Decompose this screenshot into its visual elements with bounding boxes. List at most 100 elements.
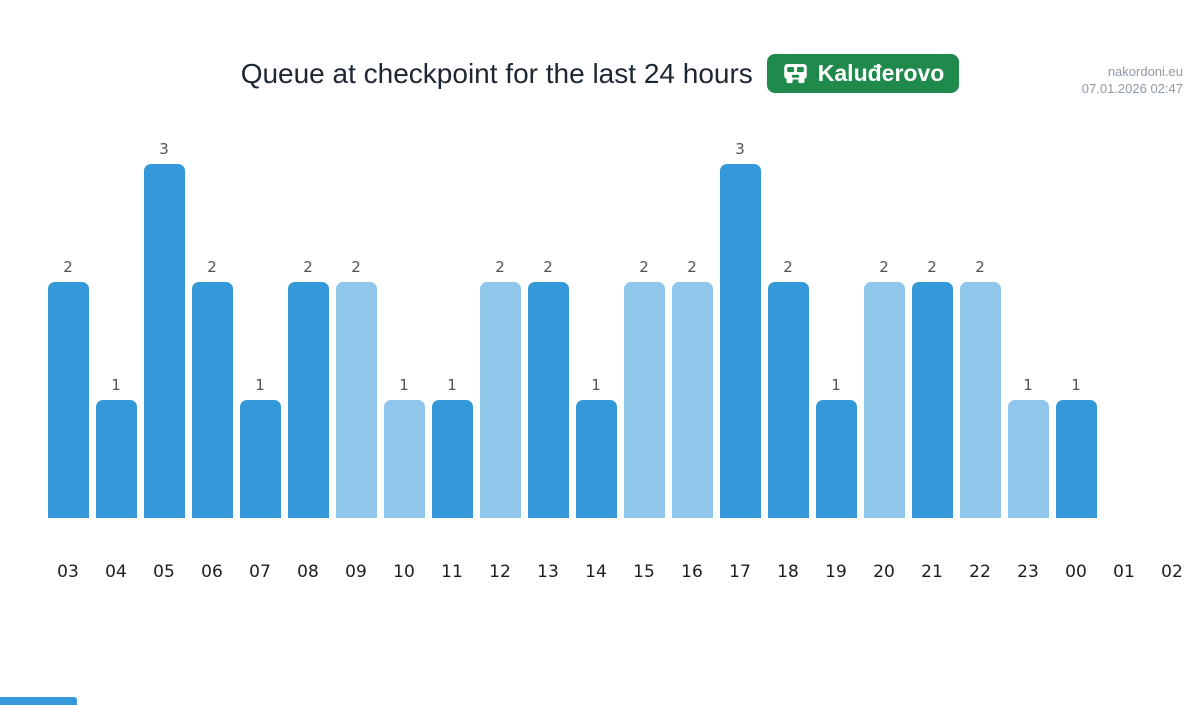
x-tick-00: 00 bbox=[1065, 562, 1087, 582]
bar-value-label: 2 bbox=[351, 258, 361, 276]
bar-value-label: 1 bbox=[255, 376, 265, 394]
x-tick-20: 20 bbox=[873, 562, 895, 582]
x-tick-05: 05 bbox=[153, 562, 175, 582]
bar-value-label: 1 bbox=[591, 376, 601, 394]
bar-value-label: 3 bbox=[159, 140, 169, 158]
bar-hour-00[interactable] bbox=[1055, 400, 1097, 518]
chart-column-10: 1 bbox=[380, 375, 428, 518]
chart-column-14: 1 bbox=[572, 375, 620, 518]
bar-hour-18[interactable] bbox=[767, 282, 809, 518]
x-tick-16: 16 bbox=[681, 562, 703, 582]
bar-hour-16[interactable] bbox=[671, 282, 713, 518]
chart-column-00: 1 bbox=[1052, 375, 1100, 518]
x-tick-22: 22 bbox=[969, 562, 991, 582]
bar-hour-09[interactable] bbox=[335, 282, 377, 518]
x-tick-04: 04 bbox=[105, 562, 127, 582]
chart-column-09: 2 bbox=[332, 257, 380, 518]
bar-hour-21[interactable] bbox=[911, 282, 953, 518]
x-tick-07: 07 bbox=[249, 562, 271, 582]
page-title: Queue at checkpoint for the last 24 hour… bbox=[240, 57, 753, 89]
bar-hour-15[interactable] bbox=[623, 282, 665, 518]
x-tick-10: 10 bbox=[393, 562, 415, 582]
bar-value-label: 2 bbox=[687, 258, 697, 276]
bar-value-label: 1 bbox=[1023, 376, 1033, 394]
x-tick-19: 19 bbox=[825, 562, 847, 582]
car-icon bbox=[782, 60, 809, 87]
bar-hour-07[interactable] bbox=[239, 400, 281, 518]
bar-value-label: 2 bbox=[303, 258, 313, 276]
chart-column-06: 2 bbox=[188, 257, 236, 518]
bar-value-label: 1 bbox=[1071, 376, 1081, 394]
x-tick-08: 08 bbox=[297, 562, 319, 582]
x-tick-14: 14 bbox=[585, 562, 607, 582]
x-tick-18: 18 bbox=[777, 562, 799, 582]
x-tick-09: 09 bbox=[345, 562, 367, 582]
x-tick-01: 01 bbox=[1113, 562, 1135, 582]
bar-hour-14[interactable] bbox=[575, 400, 617, 518]
chart-column-13: 2 bbox=[524, 257, 572, 518]
bar-hour-22[interactable] bbox=[959, 282, 1001, 518]
bar-chart: 2 1 3 2 1 2 2 1 1 2 2 1 2 2 3 2 1 2 2 2 1 1 bbox=[44, 137, 1200, 518]
checkpoint-badge[interactable]: Kaluđerovo bbox=[766, 54, 960, 93]
bar-value-label: 1 bbox=[111, 376, 121, 394]
chart-column-12: 2 bbox=[476, 257, 524, 518]
x-axis: 03 04 05 06 07 08 09 10 11 12 13 14 15 16 17 18 19 20 21 22… bbox=[44, 562, 1200, 582]
bar-hour-19[interactable] bbox=[815, 400, 857, 518]
chart-column-17: 3 bbox=[716, 139, 764, 518]
site-meta: nakordoni.eu 07.01.2026 02:47 bbox=[1082, 63, 1183, 97]
chart-column-18: 2 bbox=[764, 257, 812, 518]
checkpoint-badge-label: Kaluđerovo bbox=[817, 60, 945, 86]
bar-value-label: 2 bbox=[639, 258, 649, 276]
bar-hour-04[interactable] bbox=[95, 400, 137, 518]
chart-column-08: 2 bbox=[284, 257, 332, 518]
bar-value-label: 2 bbox=[783, 258, 793, 276]
x-tick-15: 15 bbox=[633, 562, 655, 582]
site-domain: nakordoni.eu bbox=[1107, 64, 1183, 79]
chart-column-03: 2 bbox=[44, 257, 92, 518]
chart-column-05: 3 bbox=[140, 139, 188, 518]
bar-value-label: 2 bbox=[63, 258, 73, 276]
bar-hour-17[interactable] bbox=[719, 164, 761, 518]
bar-hour-10[interactable] bbox=[383, 400, 425, 518]
bar-hour-12[interactable] bbox=[479, 282, 521, 518]
bar-value-label: 2 bbox=[495, 258, 505, 276]
title-row: Queue at checkpoint for the last 24 hour… bbox=[0, 54, 1200, 93]
bar-value-label: 1 bbox=[399, 376, 409, 394]
chart-column-16: 2 bbox=[668, 257, 716, 518]
bar-value-label: 1 bbox=[831, 376, 841, 394]
x-tick-12: 12 bbox=[489, 562, 511, 582]
bar-value-label: 2 bbox=[879, 258, 889, 276]
chart-column-04: 1 bbox=[92, 375, 140, 518]
bar-value-label: 2 bbox=[207, 258, 217, 276]
bar-value-label: 2 bbox=[975, 258, 985, 276]
x-tick-11: 11 bbox=[441, 562, 463, 582]
bar-hour-03[interactable] bbox=[47, 282, 89, 518]
bar-hour-11[interactable] bbox=[431, 400, 473, 518]
x-tick-03: 03 bbox=[57, 562, 79, 582]
x-tick-17: 17 bbox=[729, 562, 751, 582]
bar-value-label: 2 bbox=[927, 258, 937, 276]
bar-hour-06[interactable] bbox=[191, 282, 233, 518]
chart-column-19: 1 bbox=[812, 375, 860, 518]
chart-column-23: 1 bbox=[1004, 375, 1052, 518]
bar-hour-05[interactable] bbox=[143, 164, 185, 518]
chart-column-15: 2 bbox=[620, 257, 668, 518]
next-section-bar-peek bbox=[0, 697, 77, 705]
bar-value-label: 3 bbox=[735, 140, 745, 158]
x-tick-13: 13 bbox=[537, 562, 559, 582]
bar-hour-08[interactable] bbox=[287, 282, 329, 518]
bar-hour-13[interactable] bbox=[527, 282, 569, 518]
chart-column-20: 2 bbox=[860, 257, 908, 518]
bar-hour-20[interactable] bbox=[863, 282, 905, 518]
chart-column-11: 1 bbox=[428, 375, 476, 518]
x-tick-06: 06 bbox=[201, 562, 223, 582]
chart-column-22: 2 bbox=[956, 257, 1004, 518]
x-tick-21: 21 bbox=[921, 562, 943, 582]
bar-hour-23[interactable] bbox=[1007, 400, 1049, 518]
bar-value-label: 1 bbox=[447, 376, 457, 394]
x-tick-23: 23 bbox=[1017, 562, 1039, 582]
x-tick-02: 02 bbox=[1161, 562, 1183, 582]
bar-value-label: 2 bbox=[543, 258, 553, 276]
timestamp: 07.01.2026 02:47 bbox=[1081, 81, 1183, 96]
chart-column-21: 2 bbox=[908, 257, 956, 518]
